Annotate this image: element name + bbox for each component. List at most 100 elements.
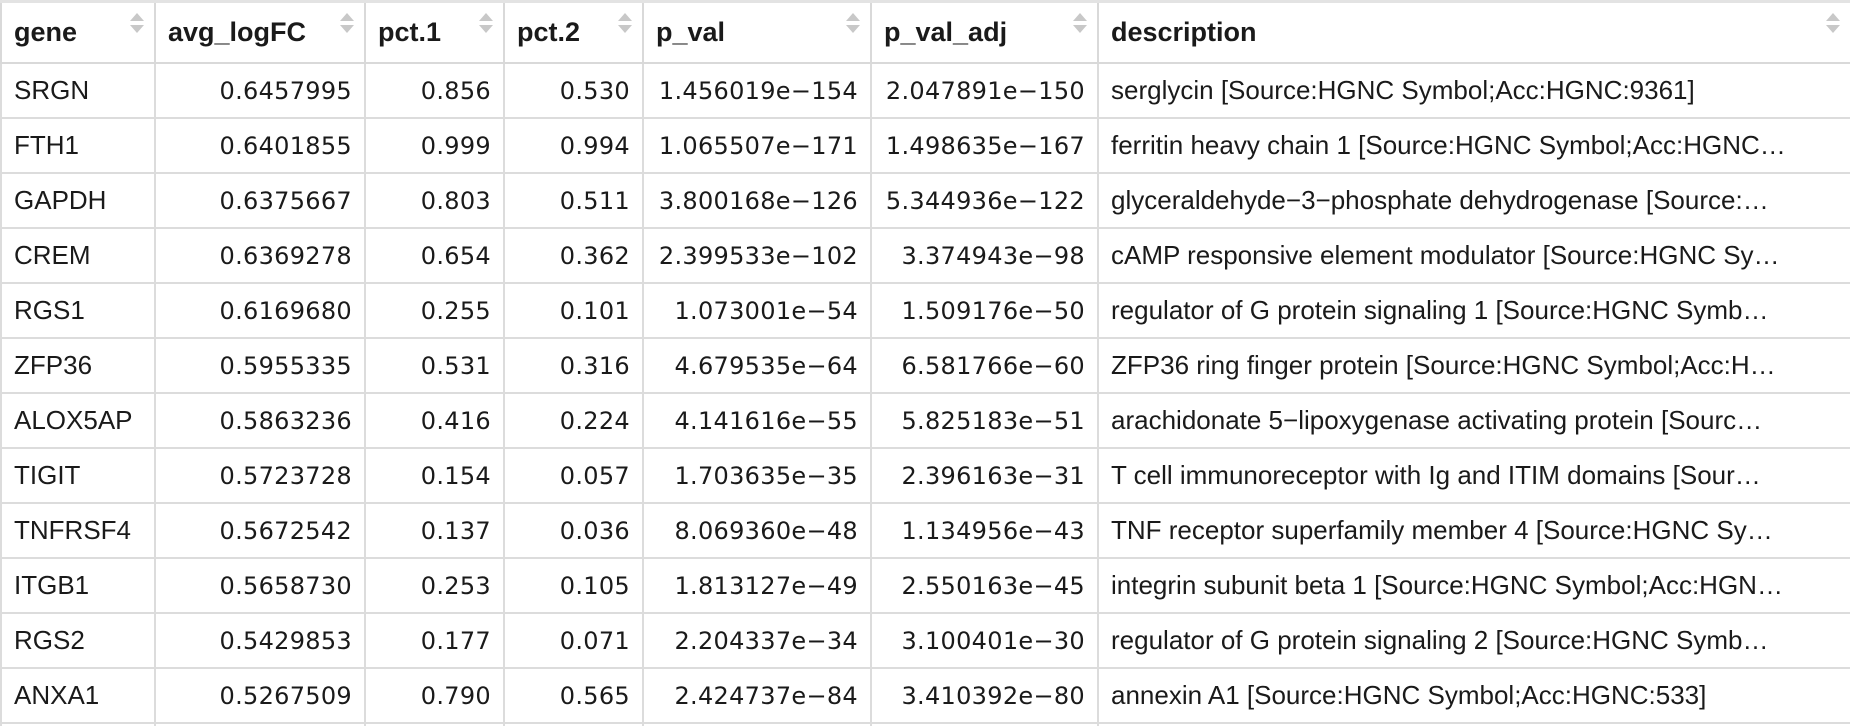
- column-header-pct-2[interactable]: pct.2: [503, 0, 644, 64]
- cell-description: T cell immunoreceptor with Ig and ITIM d…: [1097, 447, 1850, 504]
- cell-p-val-adj: 1.509176e−50: [870, 282, 1099, 339]
- cell-p-val: 1.073001e−54: [642, 282, 872, 339]
- cell-gene: RGS2: [0, 612, 156, 669]
- sort-arrows-icon[interactable]: [130, 13, 144, 37]
- cell-gene: TNFRSF4: [0, 502, 156, 559]
- cell-pct-1: 0.255: [364, 282, 505, 339]
- cell-pct-1: 0.137: [364, 502, 505, 559]
- cell-p-val: 4.679535e−64: [642, 337, 872, 394]
- sort-arrows-icon[interactable]: [1826, 13, 1840, 37]
- cell-description: annexin A1 [Source:HGNC Symbol;Acc:HGNC:…: [1097, 667, 1850, 724]
- column-header-label: gene: [14, 17, 78, 47]
- cell-avg-logFC: 0.5863236: [154, 392, 366, 449]
- cell-pct-2: 0.530: [503, 62, 644, 119]
- table-row[interactable]: ALOX5AP 0.5863236 0.416 0.224 4.141616e−55 5.…: [0, 392, 1850, 449]
- table-row[interactable]: FTH1 0.6401855 0.999 0.994 1.065507e−171 1.49…: [0, 117, 1850, 174]
- table-row[interactable]: ZFP36 0.5955335 0.531 0.316 4.679535e−64 6.58…: [0, 337, 1850, 394]
- cell-avg-logFC: 0.6457995: [154, 62, 366, 119]
- cell-description: ferritin heavy chain 1 [Source:HGNC Symb…: [1097, 117, 1850, 174]
- cell-description: arachidonate 5−lipoxygenase activating p…: [1097, 392, 1850, 449]
- column-header-p-val-adj[interactable]: p_val_adj: [870, 0, 1099, 64]
- cell-description: glyceraldehyde−3−phosphate dehydrogenase…: [1097, 172, 1850, 229]
- cell-pct-2: 0.565: [503, 667, 644, 724]
- cell-pct-1: 0.177: [364, 612, 505, 669]
- cell-description: cAMP responsive element modulator [Sourc…: [1097, 227, 1850, 284]
- cell-p-val-adj: 5.344936e−122: [870, 172, 1099, 229]
- sort-arrows-icon[interactable]: [846, 13, 860, 37]
- column-header-label: description: [1111, 17, 1257, 47]
- cell-gene: TIGIT: [0, 447, 156, 504]
- cell-p-val: 1.813127e−49: [642, 557, 872, 614]
- column-header-p-val[interactable]: p_val: [642, 0, 872, 64]
- cell-avg-logFC: 0.6401855: [154, 117, 366, 174]
- table-row[interactable]: RGS1 0.6169680 0.255 0.101 1.073001e−54 1.509…: [0, 282, 1850, 339]
- cell-pct-2: 0.224: [503, 392, 644, 449]
- cell-avg-logFC: 0.5955335: [154, 337, 366, 394]
- cell-pct-2: 0.316: [503, 337, 644, 394]
- cell-description: regulator of G protein signaling 2 [Sour…: [1097, 612, 1850, 669]
- cell-p-val: 2.204337e−34: [642, 612, 872, 669]
- cell-p-val-adj: 3.374943e−98: [870, 227, 1099, 284]
- cell-p-val: 3.800168e−126: [642, 172, 872, 229]
- cell-pct-1: 0.999: [364, 117, 505, 174]
- table-row-partial: [0, 722, 1850, 726]
- table-header: gene avg_logFC pct.1 pct.2 p_val p_val_adj des…: [0, 0, 1850, 64]
- table-row[interactable]: ITGB1 0.5658730 0.253 0.105 1.813127e−49 2.55…: [0, 557, 1850, 614]
- cell-pct-1: 0.154: [364, 447, 505, 504]
- column-header-label: p_val_adj: [884, 17, 1008, 47]
- column-header-gene[interactable]: gene: [0, 0, 156, 64]
- cell-description: TNF receptor superfamily member 4 [Sourc…: [1097, 502, 1850, 559]
- table-row[interactable]: TIGIT 0.5723728 0.154 0.057 1.703635e−35 2.39…: [0, 447, 1850, 504]
- column-header-label: pct.1: [378, 17, 442, 47]
- column-header-label: pct.2: [517, 17, 581, 47]
- cell-description: serglycin [Source:HGNC Symbol;Acc:HGNC:9…: [1097, 62, 1850, 119]
- cell-p-val: 2.424737e−84: [642, 667, 872, 724]
- empty-cell: [154, 722, 366, 726]
- table-row[interactable]: TNFRSF4 0.5672542 0.137 0.036 8.069360e−48 1.…: [0, 502, 1850, 559]
- sort-arrows-icon[interactable]: [1073, 13, 1087, 37]
- column-header-avg-logFC[interactable]: avg_logFC: [154, 0, 366, 64]
- sort-arrows-icon[interactable]: [479, 13, 493, 37]
- table-row[interactable]: SRGN 0.6457995 0.856 0.530 1.456019e−154 2.04…: [0, 62, 1850, 119]
- column-header-pct-1[interactable]: pct.1: [364, 0, 505, 64]
- cell-pct-2: 0.036: [503, 502, 644, 559]
- cell-gene: ITGB1: [0, 557, 156, 614]
- cell-pct-1: 0.253: [364, 557, 505, 614]
- cell-p-val-adj: 1.134956e−43: [870, 502, 1099, 559]
- cell-pct-2: 0.101: [503, 282, 644, 339]
- cell-pct-2: 0.057: [503, 447, 644, 504]
- table-row[interactable]: GAPDH 0.6375667 0.803 0.511 3.800168e−126 5.3…: [0, 172, 1850, 229]
- cell-avg-logFC: 0.6169680: [154, 282, 366, 339]
- cell-gene: ANXA1: [0, 667, 156, 724]
- table-row[interactable]: CREM 0.6369278 0.654 0.362 2.399533e−102 3.37…: [0, 227, 1850, 284]
- cell-p-val: 1.456019e−154: [642, 62, 872, 119]
- cell-p-val-adj: 6.581766e−60: [870, 337, 1099, 394]
- cell-avg-logFC: 0.6375667: [154, 172, 366, 229]
- cell-pct-1: 0.416: [364, 392, 505, 449]
- cell-description: ZFP36 ring finger protein [Source:HGNC S…: [1097, 337, 1850, 394]
- cell-pct-1: 0.856: [364, 62, 505, 119]
- cell-avg-logFC: 0.5429853: [154, 612, 366, 669]
- cell-gene: ALOX5AP: [0, 392, 156, 449]
- cell-p-val-adj: 3.410392e−80: [870, 667, 1099, 724]
- cell-avg-logFC: 0.5723728: [154, 447, 366, 504]
- empty-cell: [870, 722, 1099, 726]
- cell-gene: CREM: [0, 227, 156, 284]
- empty-cell: [364, 722, 505, 726]
- cell-description: integrin subunit beta 1 [Source:HGNC Sym…: [1097, 557, 1850, 614]
- sort-arrows-icon[interactable]: [618, 13, 632, 37]
- cell-avg-logFC: 0.5658730: [154, 557, 366, 614]
- cell-p-val-adj: 1.498635e−167: [870, 117, 1099, 174]
- table-row[interactable]: ANXA1 0.5267509 0.790 0.565 2.424737e−84 3.41…: [0, 667, 1850, 724]
- empty-cell: [642, 722, 872, 726]
- cell-pct-1: 0.803: [364, 172, 505, 229]
- table-row[interactable]: RGS2 0.5429853 0.177 0.071 2.204337e−34 3.100…: [0, 612, 1850, 669]
- cell-avg-logFC: 0.6369278: [154, 227, 366, 284]
- cell-gene: FTH1: [0, 117, 156, 174]
- column-header-description[interactable]: description: [1097, 0, 1850, 64]
- cell-avg-logFC: 0.5672542: [154, 502, 366, 559]
- cell-p-val: 2.399533e−102: [642, 227, 872, 284]
- sort-arrows-icon[interactable]: [340, 13, 354, 37]
- cell-description: regulator of G protein signaling 1 [Sour…: [1097, 282, 1850, 339]
